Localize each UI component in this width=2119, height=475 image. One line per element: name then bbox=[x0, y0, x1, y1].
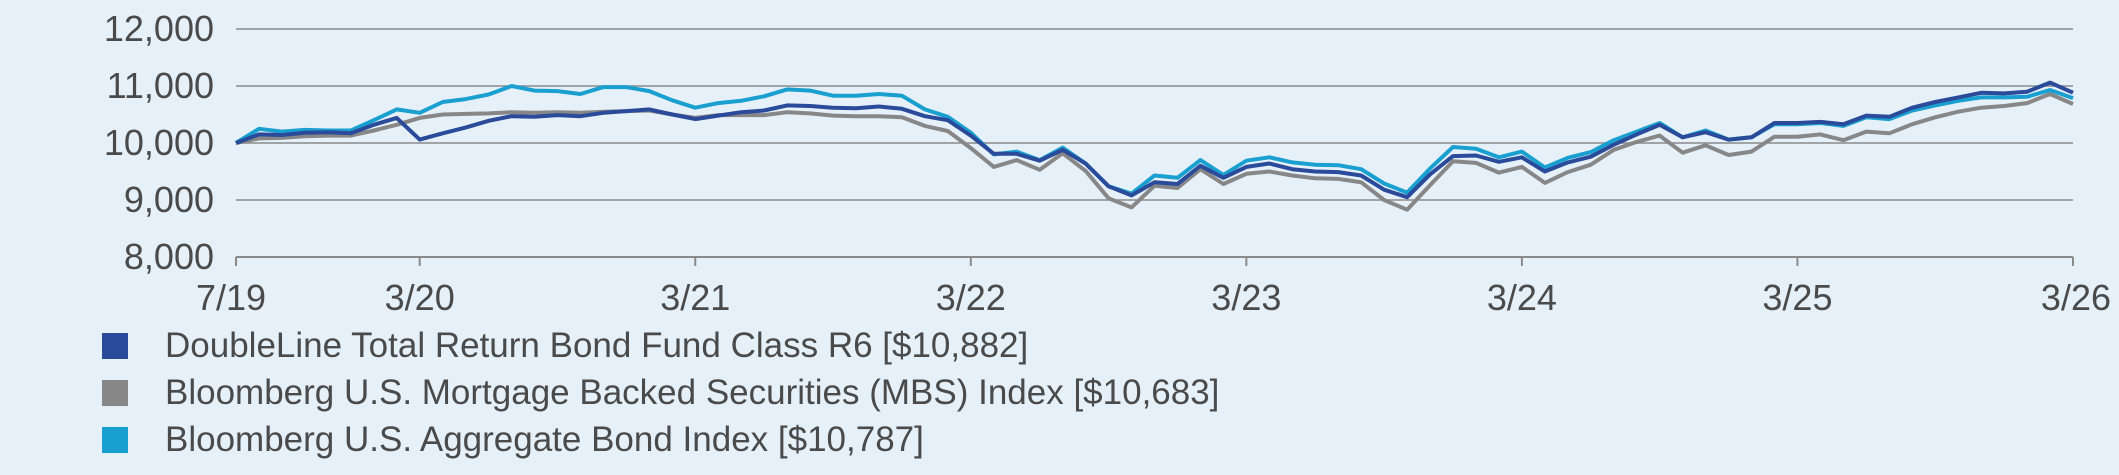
x-axis: 7/19 3/20 3/21 3/22 3/23 3/24 3/25 3/26 bbox=[196, 256, 2111, 318]
series-line-2 bbox=[235, 92, 2074, 212]
legend-item: Bloomberg U.S. Mortgage Backed Securitie… bbox=[100, 369, 1219, 416]
x-tick-label: 3/21 bbox=[660, 277, 730, 318]
x-tick-label: 3/25 bbox=[1762, 277, 1832, 318]
legend-label: DoubleLine Total Return Bond Fund Class … bbox=[165, 325, 1029, 365]
y-tick-label: 12,000 bbox=[104, 8, 214, 49]
legend-swatch bbox=[102, 379, 128, 406]
x-tick-label: 3/24 bbox=[1487, 277, 1557, 318]
legend-swatch bbox=[102, 426, 128, 453]
line-chart: 8,000 9,000 10,000 11,000 12,000 7/19 3/20 3/2… bbox=[104, 8, 2111, 318]
x-tick-label: 3/23 bbox=[1211, 277, 1281, 318]
legend-label: Bloomberg U.S. Aggregate Bond Index [$10… bbox=[165, 419, 924, 459]
y-tick-label: 8,000 bbox=[124, 236, 214, 277]
x-tick-label: 3/20 bbox=[385, 277, 455, 318]
legend-item: Bloomberg U.S. Aggregate Bond Index [$10… bbox=[100, 416, 1219, 463]
x-tick-label: 7/19 bbox=[196, 277, 266, 318]
x-tick-label: 3/22 bbox=[936, 277, 1006, 318]
series-line-1 bbox=[235, 80, 2074, 200]
x-tick-label: 3/26 bbox=[2041, 277, 2111, 318]
series-lines bbox=[234, 80, 2074, 212]
gridlines bbox=[236, 28, 2073, 258]
series-line-3 bbox=[234, 84, 2074, 196]
y-tick-label: 11,000 bbox=[107, 65, 214, 106]
legend-label: Bloomberg U.S. Mortgage Backed Securitie… bbox=[165, 372, 1220, 412]
y-tick-label: 9,000 bbox=[124, 179, 214, 220]
legend-item: DoubleLine Total Return Bond Fund Class … bbox=[100, 322, 1219, 369]
y-axis-ticks: 8,000 9,000 10,000 11,000 12,000 bbox=[104, 8, 214, 277]
legend: DoubleLine Total Return Bond Fund Class … bbox=[100, 322, 1219, 463]
y-tick-label: 10,000 bbox=[104, 122, 214, 163]
legend-swatch bbox=[102, 332, 128, 359]
